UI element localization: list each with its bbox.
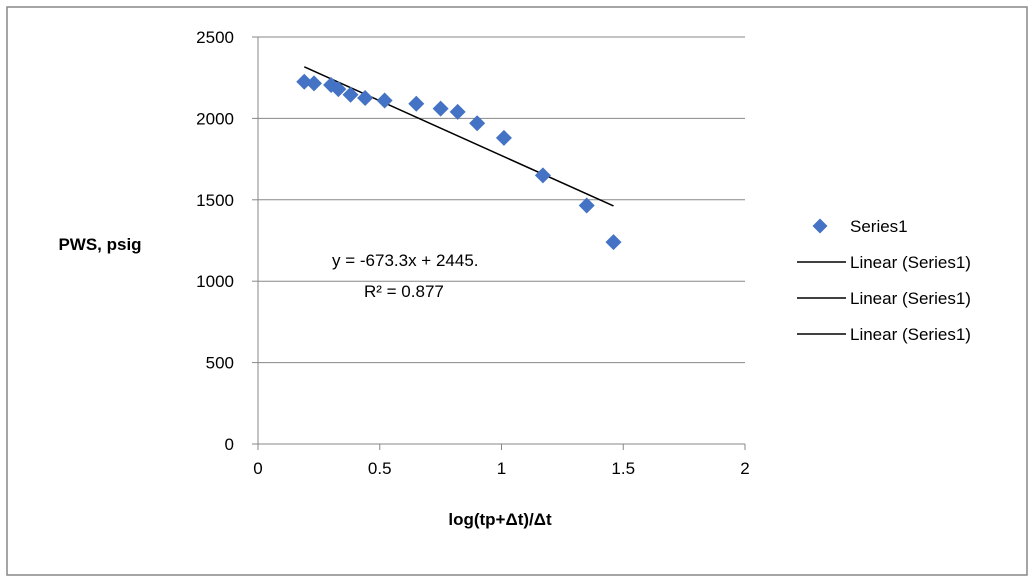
x-tick-label-0: 0	[253, 459, 262, 478]
legend: Series1 Linear (Series1) Linear (Series1) L…	[797, 217, 971, 344]
data-point	[342, 86, 359, 103]
data-point	[578, 197, 595, 214]
chart-border	[6, 6, 1028, 576]
data-point	[357, 90, 374, 107]
data-point	[534, 167, 551, 184]
legend-label-0: Series1	[850, 217, 908, 236]
y-tick-label-0: 0	[225, 435, 234, 454]
y-tick-label-4: 2000	[196, 109, 234, 128]
data-point	[296, 73, 313, 90]
data-point	[330, 81, 347, 98]
data-point	[432, 100, 449, 117]
data-point	[449, 103, 466, 120]
legend-label-2: Linear (Series1)	[850, 289, 971, 308]
data-points	[296, 73, 622, 251]
y-axis-title: PWS, psig	[58, 235, 141, 254]
trendline-equation: y = -673.3x + 2445.	[332, 251, 479, 270]
trendline	[303, 66, 614, 207]
x-axis-title: log(tp+Δt)/Δt	[448, 510, 552, 529]
x-tick-label-4: 2	[740, 459, 749, 478]
data-point	[469, 115, 486, 132]
legend-marker-series1	[812, 218, 828, 234]
data-point	[408, 95, 425, 112]
y-tick-label-1: 500	[206, 354, 234, 373]
data-point	[376, 92, 393, 109]
y-tick-label-2: 1000	[196, 272, 234, 291]
data-point	[306, 75, 323, 92]
data-point	[605, 234, 622, 251]
gridlines	[258, 36, 745, 364]
x-tick-label-1: 0.5	[368, 459, 392, 478]
x-tick-label-3: 1.5	[611, 459, 635, 478]
y-tick-label-5: 2500	[196, 28, 234, 47]
axes	[252, 36, 746, 450]
legend-label-1: Linear (Series1)	[850, 253, 971, 272]
trendline-r-squared: R² = 0.877	[364, 282, 444, 301]
legend-label-3: Linear (Series1)	[850, 325, 971, 344]
tick-labels: 0 500 1000 1500 2000 2500 0 0.5 1 1.5 2	[196, 28, 750, 478]
data-point	[495, 129, 512, 146]
trendline-layer	[303, 66, 614, 207]
x-tick-label-2: 1	[497, 459, 506, 478]
y-tick-label-3: 1500	[196, 191, 234, 210]
